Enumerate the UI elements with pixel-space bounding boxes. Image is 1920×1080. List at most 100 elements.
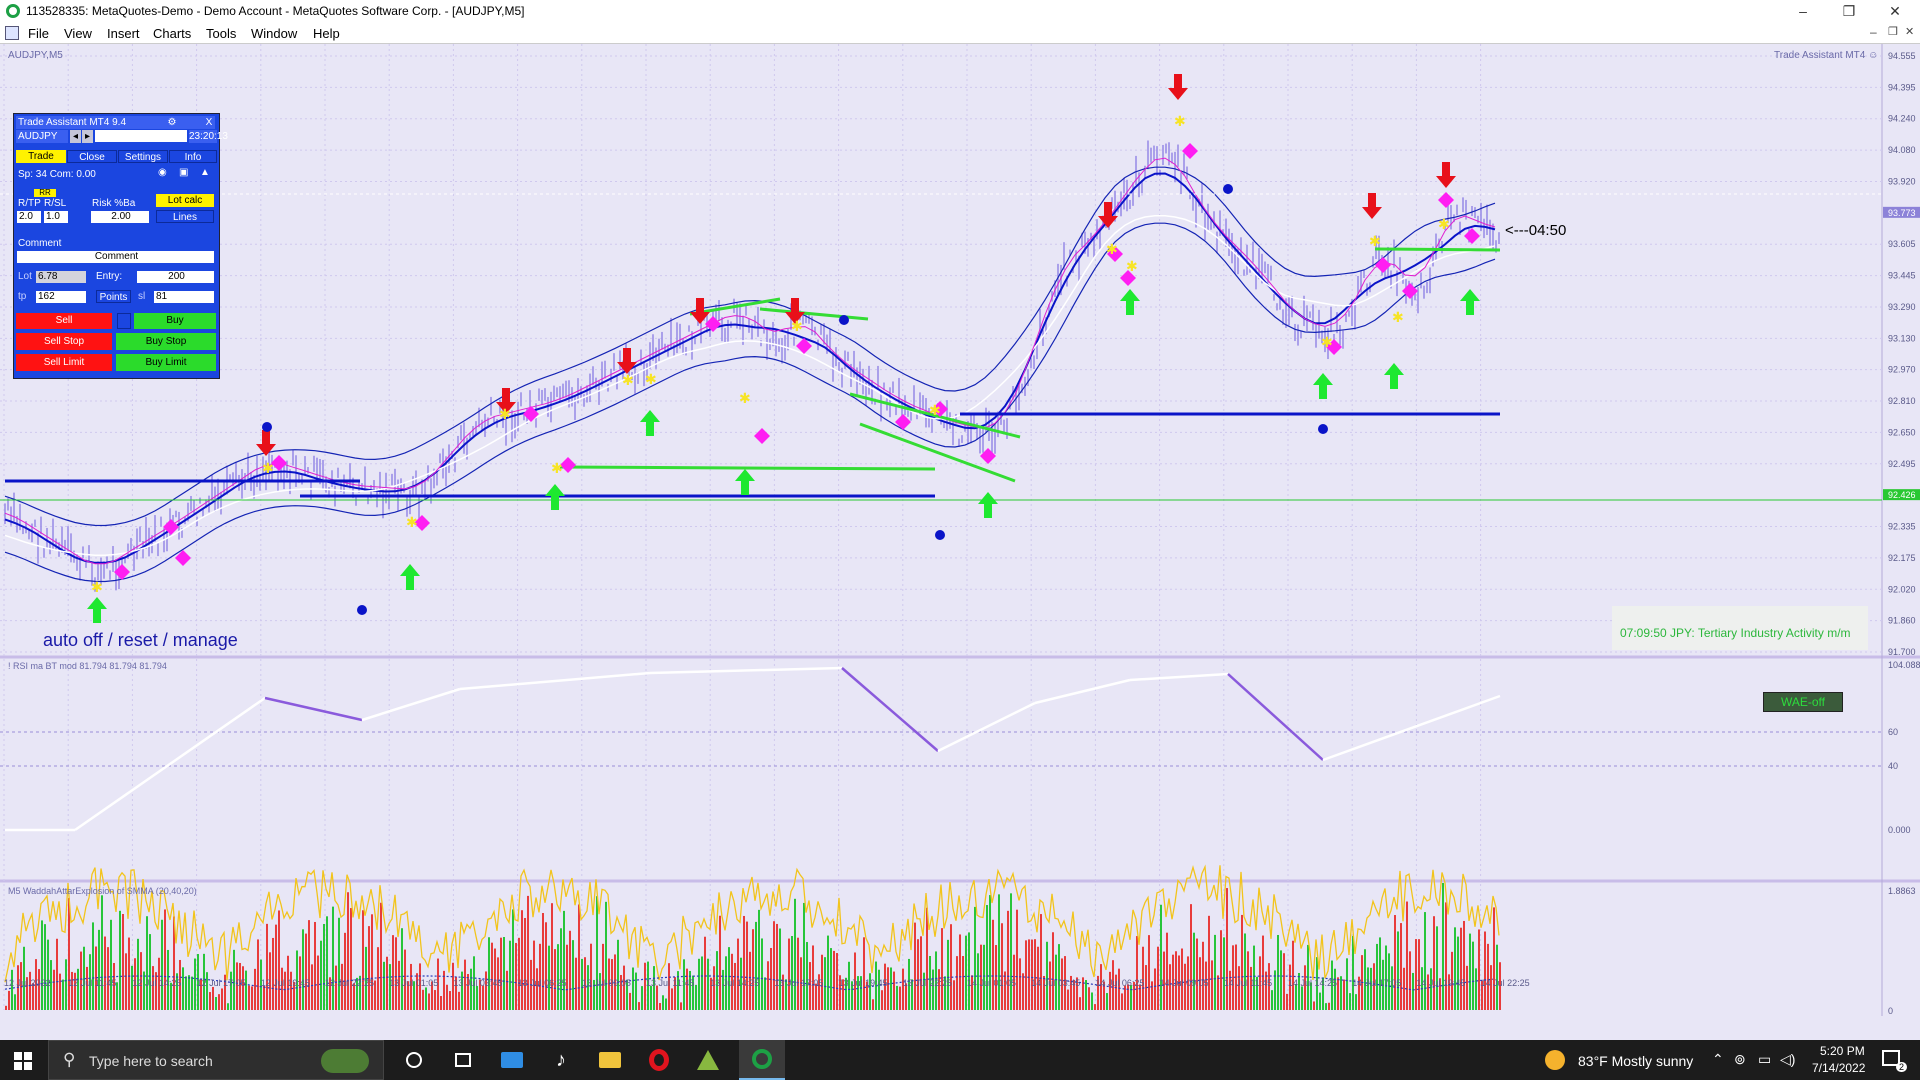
ta-tab-settings[interactable]: Settings <box>118 150 168 163</box>
close-button[interactable]: ✕ <box>1889 3 1901 19</box>
menu-help[interactable]: Help <box>313 26 340 41</box>
app-icon[interactable] <box>696 1048 720 1072</box>
taskbar: ⚲ Type here to search ♪ 83°F Mostly sunn… <box>0 1040 1920 1080</box>
ta-risk-input[interactable]: 2.00 <box>91 211 149 223</box>
rsi-line-segment <box>841 667 939 752</box>
ta-tp-input[interactable]: 162 <box>36 291 86 303</box>
ta-title: Trade Assistant MT4 9.4 <box>16 116 215 129</box>
wae-off-button[interactable]: WAE-off <box>1763 692 1843 712</box>
time-tick: 13 Jul 11:45 <box>646 978 694 988</box>
menu-tools[interactable]: Tools <box>206 26 237 41</box>
golf-search-highlight-icon[interactable] <box>321 1049 369 1073</box>
price-tick: 92.810 <box>1888 396 1916 406</box>
ta-buy-button[interactable]: Buy <box>134 313 216 329</box>
signal-diamond-icon <box>895 414 911 430</box>
buy-arrow-icon <box>640 410 660 436</box>
signal-star-icon: ✱ <box>1321 334 1333 350</box>
ta-sl-input[interactable]: 81 <box>154 291 214 303</box>
start-windows-icon[interactable] <box>14 1052 32 1070</box>
maximize-button[interactable]: ❐ <box>1842 3 1856 19</box>
inner-restore-button[interactable]: ❐ <box>1888 26 1898 38</box>
signal-diamond-icon <box>163 519 179 535</box>
rsi-indicator-label: ! RSI ma BT mod 81.794 81.794 81.794 <box>8 661 167 671</box>
metatrader-taskbar-icon[interactable] <box>739 1040 785 1080</box>
task-view-icon[interactable] <box>451 1048 475 1072</box>
trade-assistant-panel[interactable]: Trade Assistant MT4 9.4 ⚙ X AUDJPY ◂ ▸ 2… <box>13 113 228 379</box>
time-tick: 13 Jul 09:05 <box>582 978 631 988</box>
ta-settings-icon[interactable]: ⚙ <box>167 117 177 128</box>
tray-chevron-icon[interactable]: ⌃ <box>1712 1051 1724 1067</box>
music-icon[interactable]: ♪ <box>556 1049 566 1071</box>
ta-rtp-input[interactable]: 2.0 <box>17 211 41 223</box>
speaker-icon[interactable]: ◁) <box>1780 1051 1796 1067</box>
sell-arrow-icon <box>1436 162 1456 188</box>
chart-window[interactable]: ✱ ✱ ✱ ✱ ✱ ✱ ✱ ✱ ✱ ✱ ✱ ✱ ✱ ✱ ✱ ✱ ✱ 94.555 94.395 94.240 94.0… <box>0 44 1920 1016</box>
ta-next-icon[interactable]: ▸ <box>82 130 93 143</box>
ta-sell-limit-button[interactable]: Sell Limit <box>16 354 112 371</box>
ta-sell-stop-button[interactable]: Sell Stop <box>16 333 112 350</box>
ta-symbol: AUDJPY <box>16 130 68 143</box>
ta-save-icon[interactable]: ▣ <box>179 167 189 178</box>
buy-arrow-icon <box>87 597 107 623</box>
menu-file[interactable]: File <box>28 26 49 41</box>
rsi-line-segment <box>1227 673 1324 761</box>
tray-app-icon[interactable]: ⊚ <box>1734 1051 1746 1067</box>
inner-close-button[interactable]: ✕ <box>1905 26 1915 38</box>
sell-arrow-icon <box>1168 74 1188 100</box>
opera-icon[interactable] <box>647 1048 671 1072</box>
ta-prev-icon[interactable]: ◂ <box>70 130 81 143</box>
ta-buy-stop-button[interactable]: Buy Stop <box>116 333 216 350</box>
menu-charts[interactable]: Charts <box>153 26 192 41</box>
time-tick: 12 Jul 11:45 <box>68 978 116 988</box>
ta-rsl-input[interactable]: 1.0 <box>44 211 68 223</box>
inner-minimize-button[interactable]: – <box>1870 25 1877 39</box>
price-line-tag <box>1883 489 1920 501</box>
ta-lines-button[interactable]: Lines <box>156 210 214 223</box>
menu-view[interactable]: View <box>64 26 92 41</box>
clock-date[interactable]: 7/14/2022 <box>1812 1061 1866 1075</box>
notification-count: 2 <box>1896 1062 1908 1072</box>
ta-tab-close[interactable]: Close <box>67 150 117 163</box>
signal-star-icon: ✱ <box>1438 216 1450 232</box>
signal-diamond-icon <box>1182 143 1198 159</box>
menu-window[interactable]: Window <box>251 26 298 41</box>
ta-comment-input[interactable]: Comment <box>17 251 214 263</box>
notification-icon[interactable] <box>1882 1050 1900 1066</box>
minimize-button[interactable]: – <box>1799 3 1807 19</box>
search-box[interactable]: ⚲ Type here to search <box>48 1040 384 1080</box>
time-tick: 12 Jul 2022 <box>4 978 51 988</box>
price-tick: 92.335 <box>1888 522 1916 532</box>
ta-lot-input[interactable]: 6.78 <box>36 271 86 283</box>
ea-status-text[interactable]: auto off / reset / manage <box>43 630 238 650</box>
menu-insert[interactable]: Insert <box>107 26 140 41</box>
ta-buy-limit-button[interactable]: Buy Limit <box>116 354 216 371</box>
rsi-line-segment <box>459 671 651 691</box>
clock-time[interactable]: 5:20 PM <box>1820 1044 1865 1058</box>
ta-symbol-slider[interactable] <box>95 130 187 142</box>
ta-tab-trade[interactable]: Trade <box>16 150 66 163</box>
ta-eye-icon[interactable]: ◉ <box>158 167 167 178</box>
network-icon[interactable]: ▭ <box>1758 1051 1772 1067</box>
ta-entry-input[interactable]: 200 <box>137 271 214 283</box>
ta-rr-button[interactable]: RR <box>34 189 56 197</box>
ta-mode-button[interactable] <box>117 313 131 329</box>
ta-points-button[interactable]: Points <box>96 290 131 303</box>
price-tick: 93.290 <box>1888 302 1916 312</box>
price-tick: 94.395 <box>1888 82 1916 92</box>
chart-doc-icon[interactable] <box>5 26 19 40</box>
weather-icon[interactable] <box>1545 1050 1565 1070</box>
current-price-tag <box>1883 206 1920 218</box>
cortana-icon[interactable] <box>402 1048 426 1072</box>
signal-diamond-icon <box>523 406 539 422</box>
mail-icon[interactable] <box>500 1048 524 1072</box>
ta-tab-info[interactable]: Info <box>169 150 217 163</box>
ta-lot-calc-button[interactable]: Lot calc <box>156 194 214 207</box>
ta-lock-icon[interactable]: ▲ <box>200 167 210 178</box>
ta-close-button[interactable]: X <box>205 117 213 128</box>
file-explorer-icon[interactable] <box>598 1048 622 1072</box>
signal-diamond-icon <box>271 455 287 471</box>
chart-canvas[interactable]: ✱ ✱ ✱ ✱ ✱ ✱ ✱ ✱ ✱ ✱ ✱ ✱ ✱ ✱ ✱ ✱ ✱ 94.555 94.395 94.240 94.0… <box>0 44 1920 1016</box>
ta-sell-button[interactable]: Sell <box>16 313 112 329</box>
weather-text[interactable]: 83°F Mostly sunny <box>1578 1053 1694 1069</box>
wae-tick: 1.8863 <box>1888 886 1916 896</box>
